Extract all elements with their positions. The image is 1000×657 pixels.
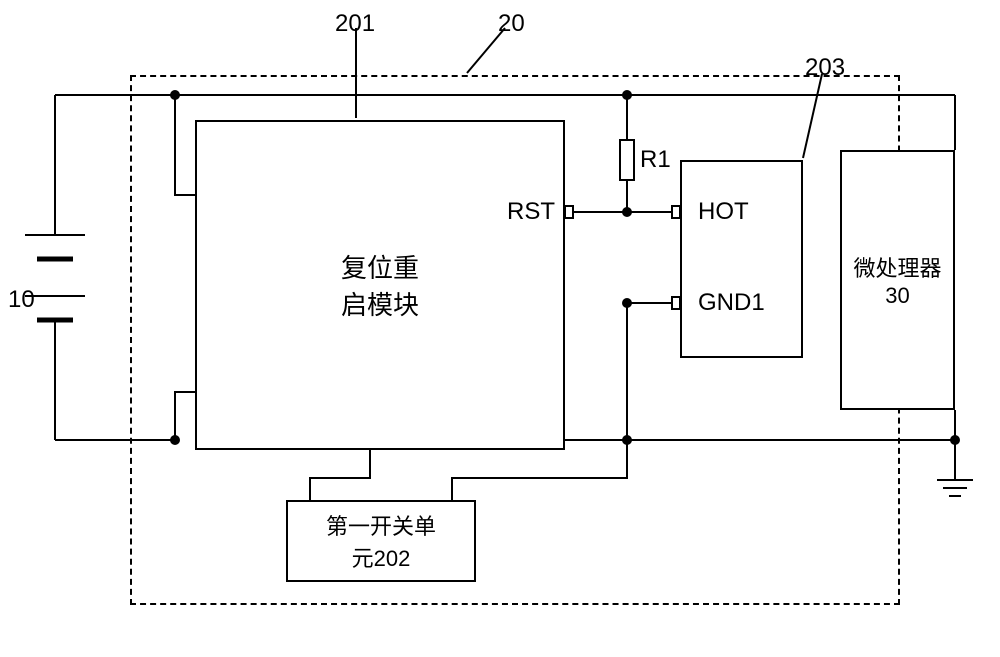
ref-20-label: 20 [498,10,525,38]
battery-10-label: 10 [8,286,35,314]
reset-module-label: 复位重启模块 [341,248,419,322]
ref-201-label: 201 [335,10,375,38]
reset-restart-module: 复位重启模块 [195,120,565,450]
pin-rst-label: RST [507,198,555,226]
microprocessor-30: 微处理器30 [840,150,955,410]
switch-unit-label: 第一开关单元202 [326,509,436,573]
junction [950,435,960,445]
mcu-label: 微处理器30 [853,251,941,309]
pin-hot-label: HOT [698,198,749,226]
ref-203-label: 203 [805,54,845,82]
pin-gnd1-label: GND1 [698,289,765,317]
resistor-r1-label: R1 [640,146,671,174]
sensor-block-203 [680,160,803,358]
first-switch-unit: 第一开关单元202 [286,500,476,582]
